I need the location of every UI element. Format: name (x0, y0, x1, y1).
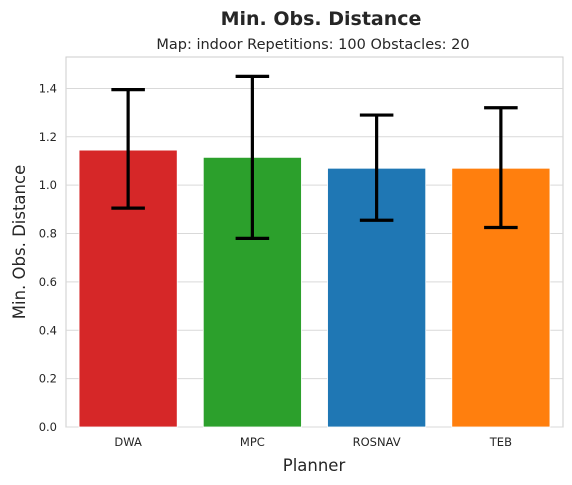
x-axis-label: Planner (283, 456, 346, 475)
y-tick-label: 1.2 (39, 130, 57, 144)
error-bar-dwa (111, 88, 145, 210)
x-tick-label: TEB (489, 435, 512, 449)
x-tick-labels: DWA MPC ROSNAV TEB (114, 435, 512, 449)
error-bar-teb (484, 106, 518, 230)
x-tick-label: MPC (240, 435, 265, 449)
y-tick-label: 0.6 (39, 275, 57, 289)
error-bar-rosnav (359, 113, 394, 222)
error-bar-mpc (235, 74, 270, 240)
y-tick-label: 1.4 (39, 81, 57, 95)
y-tick-label: 0.8 (39, 227, 57, 241)
y-tick-label: 0.0 (39, 420, 57, 434)
x-tick-label: DWA (114, 435, 142, 449)
chart-title: Min. Obs. Distance (221, 8, 422, 30)
y-axis-label: Min. Obs. Distance (10, 165, 29, 319)
y-tick-label: 0.4 (39, 323, 57, 337)
y-tick-label: 0.2 (39, 372, 57, 386)
error-bars (111, 74, 518, 240)
y-tick-label: 1.0 (39, 178, 57, 192)
x-tick-label: ROSNAV (353, 435, 401, 449)
y-tick-labels: 0.0 0.2 0.4 0.6 0.8 1.0 1.2 1.4 (39, 81, 57, 434)
chart-subtitle: Map: indoor Repetitions: 100 Obstacles: … (156, 37, 469, 53)
bar-rosnav (327, 167, 427, 428)
